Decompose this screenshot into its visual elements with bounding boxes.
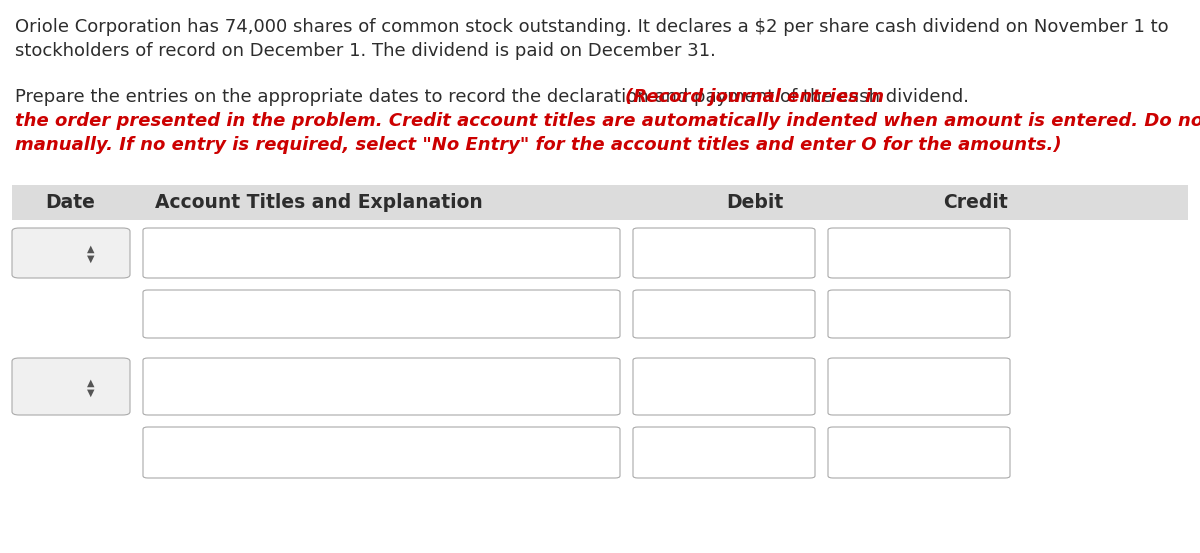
FancyBboxPatch shape (143, 290, 620, 338)
FancyBboxPatch shape (828, 358, 1010, 415)
FancyBboxPatch shape (143, 228, 620, 278)
FancyBboxPatch shape (143, 358, 620, 415)
FancyBboxPatch shape (634, 358, 815, 415)
Text: the order presented in the problem. Credit account titles are automatically inde: the order presented in the problem. Cred… (14, 112, 1200, 130)
FancyBboxPatch shape (828, 427, 1010, 478)
FancyBboxPatch shape (634, 228, 815, 278)
Text: Debit: Debit (726, 193, 784, 212)
FancyBboxPatch shape (12, 358, 130, 415)
Text: manually. If no entry is required, select "No Entry" for the account titles and : manually. If no entry is required, selec… (14, 136, 1062, 154)
Text: ▼: ▼ (88, 388, 95, 398)
Bar (12, 185, 1188, 220)
Text: ▲: ▲ (88, 244, 95, 254)
FancyBboxPatch shape (634, 427, 815, 478)
Text: ▼: ▼ (88, 254, 95, 264)
FancyBboxPatch shape (828, 290, 1010, 338)
FancyBboxPatch shape (828, 228, 1010, 278)
Text: stockholders of record on December 1. The dividend is paid on December 31.: stockholders of record on December 1. Th… (14, 42, 716, 60)
FancyBboxPatch shape (634, 290, 815, 338)
Text: Account Titles and Explanation: Account Titles and Explanation (155, 193, 482, 212)
Text: Prepare the entries on the appropriate dates to record the declaration and payme: Prepare the entries on the appropriate d… (14, 88, 974, 106)
Text: Credit: Credit (943, 193, 1007, 212)
FancyBboxPatch shape (12, 228, 130, 278)
Text: ▲: ▲ (88, 378, 95, 388)
Text: Date: Date (46, 193, 95, 212)
FancyBboxPatch shape (143, 427, 620, 478)
Text: Oriole Corporation has 74,000 shares of common stock outstanding. It declares a : Oriole Corporation has 74,000 shares of … (14, 18, 1169, 36)
Text: (Record journal entries in: (Record journal entries in (625, 88, 884, 106)
